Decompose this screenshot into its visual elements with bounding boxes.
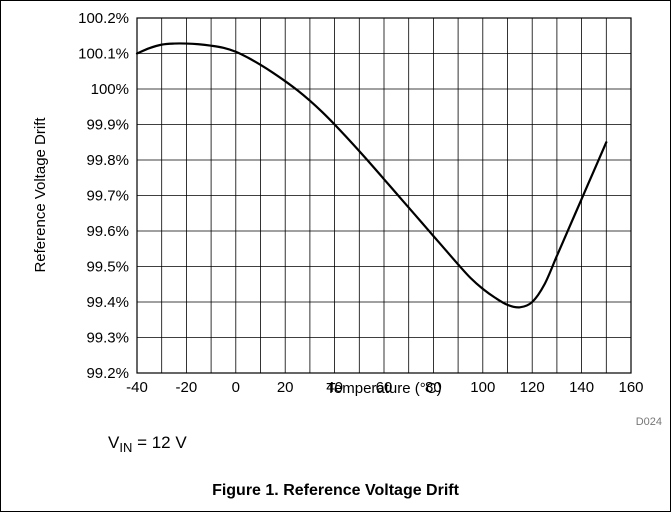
y-tick-label: 99.4% [86, 294, 129, 311]
x-tick-label: -20 [176, 379, 198, 396]
annotation-subscript: IN [119, 440, 132, 455]
x-tick-label: 100 [470, 379, 495, 396]
grid [137, 18, 631, 373]
annotation-rest: = 12 V [132, 433, 187, 452]
figure-code: D024 [636, 416, 662, 428]
y-tick-label: 99.5% [86, 259, 129, 276]
y-tick-label: 99.7% [86, 188, 129, 205]
y-tick-label: 100.2% [78, 10, 129, 27]
x-tick-label: 160 [618, 379, 643, 396]
y-tick-label: 99.3% [86, 330, 129, 347]
annotation-vin: VIN = 12 V [108, 433, 187, 455]
y-tick-label: 99.8% [86, 152, 129, 169]
y-axis-ticks: 99.2% 99.3% 99.4% 99.5% 99.6% 99.7% 99.8% 99.9%… [78, 10, 129, 382]
x-tick-label: 140 [569, 379, 594, 396]
y-tick-label: 100.1% [78, 46, 129, 63]
y-tick-label: 99.6% [86, 223, 129, 240]
x-tick-label: 20 [277, 379, 294, 396]
series-line [135, 42, 608, 309]
figure-caption: Figure 1. Reference Voltage Drift [212, 482, 459, 499]
y-axis-label: Reference Voltage Drift [32, 117, 49, 273]
x-tick-label: 80 [425, 379, 442, 396]
y-tick-label: 99.9% [86, 117, 129, 134]
x-axis-label: Temperature (°C) [326, 380, 441, 397]
x-tick-label: 40 [326, 379, 343, 396]
annotation-base: V [108, 433, 120, 452]
x-tick-label: 120 [520, 379, 545, 396]
x-tick-label: 60 [376, 379, 393, 396]
y-tick-label: 100% [91, 81, 129, 98]
x-axis-ticks: -40 -20 0 20 40 60 80 100 120 140 160 [126, 379, 643, 396]
x-tick-label: 0 [232, 379, 240, 396]
plot-area-border [136, 17, 632, 374]
y-tick-label: 99.2% [86, 365, 129, 382]
x-tick-label: -40 [126, 379, 148, 396]
